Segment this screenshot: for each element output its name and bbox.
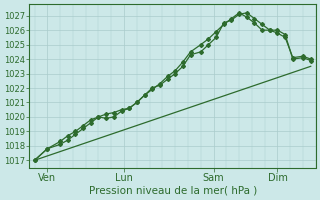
X-axis label: Pression niveau de la mer( hPa ): Pression niveau de la mer( hPa ) <box>89 186 257 196</box>
